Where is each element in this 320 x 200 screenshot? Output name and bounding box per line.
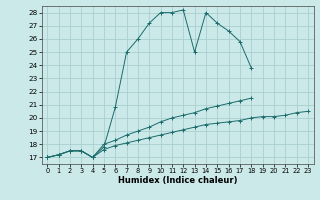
X-axis label: Humidex (Indice chaleur): Humidex (Indice chaleur): [118, 176, 237, 185]
